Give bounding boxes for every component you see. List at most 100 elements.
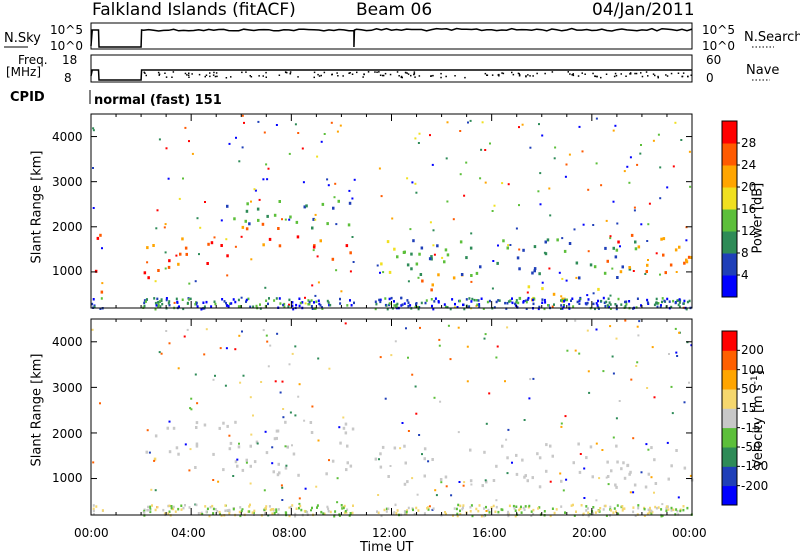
nave-point — [551, 71, 554, 73]
nave-point — [629, 72, 632, 74]
power-noise — [469, 119, 472, 122]
power-nearrange — [395, 305, 398, 308]
power-nearrange — [603, 301, 606, 304]
velocity-noise — [279, 391, 282, 394]
velocity-cell — [194, 466, 197, 469]
power-cell — [628, 266, 631, 269]
velocity-noise — [605, 476, 608, 479]
power-nearrange — [570, 299, 572, 302]
velocity-nearrange — [617, 512, 620, 516]
velocity-nearrange — [143, 509, 146, 513]
velocity-noise — [636, 361, 639, 364]
power-noise — [575, 276, 578, 279]
velocity-nearrange — [444, 511, 446, 514]
nave-point — [567, 71, 569, 73]
power-nearrange — [298, 297, 301, 300]
power-nearrange — [153, 297, 156, 300]
velocity-nearrange — [445, 512, 447, 516]
power-nearrange — [194, 303, 197, 306]
power-noise — [417, 142, 420, 144]
power-nearrange — [317, 299, 320, 302]
power-noise — [659, 166, 662, 169]
velocity-cell — [670, 464, 673, 468]
velocity-nearrange — [277, 508, 280, 511]
power-noise — [605, 219, 608, 222]
power-cell — [430, 288, 433, 292]
velocity-nearrange — [172, 505, 175, 509]
velocity-cell — [644, 485, 648, 489]
velocity-noise — [427, 460, 430, 463]
power-cell — [475, 271, 479, 275]
power-noise — [433, 253, 436, 256]
power-noise — [467, 121, 469, 124]
velocity-nearrange — [634, 514, 637, 517]
nave-point — [432, 74, 434, 77]
velocity-cell — [195, 444, 199, 448]
power-noise — [640, 223, 643, 226]
power-cell — [518, 296, 522, 300]
velocity-noise — [484, 333, 487, 336]
power-nearrange — [409, 304, 412, 307]
power-nearrange — [424, 301, 427, 305]
nave-point — [398, 75, 400, 77]
power-noise — [241, 114, 244, 117]
velocity-cell — [277, 462, 280, 466]
velocity-colorbar-segment — [722, 408, 737, 429]
power-nearrange — [168, 303, 171, 307]
power-nearrange — [321, 306, 323, 309]
nave-point — [317, 73, 319, 76]
nave-point — [690, 74, 692, 76]
power-nearrange — [525, 300, 528, 304]
power-nearrange — [182, 307, 185, 311]
velocity-noise — [189, 448, 192, 451]
power-cell — [147, 276, 150, 280]
velocity-nearrange — [413, 513, 416, 516]
power-noise — [281, 218, 283, 221]
velocity-nearrange — [344, 510, 347, 513]
power-cell — [690, 256, 693, 259]
power-cell — [277, 227, 280, 230]
nave-point — [484, 72, 487, 75]
velocity-nearrange — [497, 510, 500, 514]
velocity-cell — [423, 457, 426, 461]
power-cell — [226, 254, 229, 258]
velocity-noise — [234, 348, 237, 351]
power-noise — [595, 117, 598, 120]
velocity-cell — [545, 443, 548, 447]
velocity-cell — [623, 476, 627, 480]
power-noise — [320, 140, 323, 143]
velocity-noise — [289, 411, 292, 414]
power-noise — [182, 177, 184, 180]
velocity-cell — [344, 422, 348, 426]
power-nearrange — [660, 304, 662, 307]
power-noise — [241, 146, 244, 149]
velocity-noise — [281, 486, 284, 489]
velocity-nearrange — [172, 507, 175, 511]
power-nearrange — [156, 297, 159, 301]
power-nearrange — [446, 306, 449, 309]
velocity-nearrange — [208, 514, 211, 518]
velocity-nearrange — [682, 508, 685, 512]
velocity-nearrange — [646, 512, 649, 516]
velocity-nearrange — [461, 507, 464, 511]
velocity-cell — [616, 460, 619, 464]
velocity-nearrange — [523, 508, 526, 511]
velocity-noise — [203, 353, 206, 356]
velocity-noise — [632, 437, 635, 440]
nave-point — [212, 74, 215, 76]
power-noise — [549, 214, 552, 217]
velocity-noise — [506, 326, 509, 329]
velocity-nearrange — [592, 506, 595, 509]
velocity-nearrange — [216, 510, 219, 513]
power-noise — [623, 170, 626, 173]
velocity-nearrange — [264, 507, 267, 510]
velocity-noise — [440, 481, 443, 484]
velocity-noise — [683, 401, 686, 404]
velocity-noise — [504, 380, 506, 383]
power-nearrange — [420, 301, 423, 305]
velocity-nearrange — [143, 511, 146, 514]
nave-point — [164, 72, 166, 74]
power-cell — [470, 274, 473, 277]
power-nearrange — [282, 303, 285, 307]
velocity-cell — [253, 460, 257, 464]
